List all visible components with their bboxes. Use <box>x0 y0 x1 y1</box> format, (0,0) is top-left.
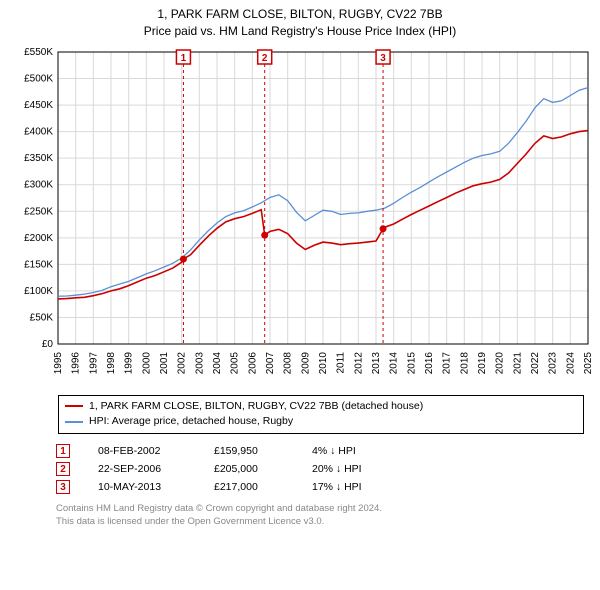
legend-swatch <box>65 405 83 407</box>
svg-text:1996: 1996 <box>71 351 82 374</box>
svg-text:2025: 2025 <box>583 351 592 374</box>
svg-text:2013: 2013 <box>371 351 382 374</box>
attribution-line-1: Contains HM Land Registry data © Crown c… <box>56 502 584 515</box>
table-row: 2 22-SEP-2006 £205,000 20% ↓ HPI <box>56 460 584 478</box>
svg-text:2008: 2008 <box>283 351 294 374</box>
svg-text:2010: 2010 <box>318 351 329 374</box>
svg-text:1998: 1998 <box>106 351 117 374</box>
chart-container: 1, PARK FARM CLOSE, BILTON, RUGBY, CV22 … <box>0 0 600 590</box>
svg-text:2017: 2017 <box>442 351 453 374</box>
chart-area: £0 £50K £100K £150K £200K £250K £300K £350K £400… <box>8 44 592 389</box>
svg-text:£500K: £500K <box>24 73 53 84</box>
transaction-diff: 4% ↓ HPI <box>312 445 392 457</box>
chart-titles: 1, PARK FARM CLOSE, BILTON, RUGBY, CV22 … <box>8 6 592 40</box>
svg-text:2002: 2002 <box>177 351 188 374</box>
transaction-price: £159,950 <box>214 445 284 457</box>
svg-text:2019: 2019 <box>477 351 488 374</box>
svg-text:2014: 2014 <box>389 351 400 374</box>
transaction-marker: 3 <box>56 480 70 494</box>
title-line-1: 1, PARK FARM CLOSE, BILTON, RUGBY, CV22 … <box>8 6 592 23</box>
svg-text:2022: 2022 <box>530 351 541 374</box>
svg-text:2024: 2024 <box>565 351 576 374</box>
transaction-date: 08-FEB-2002 <box>98 445 186 457</box>
transaction-marker: 1 <box>56 444 70 458</box>
transaction-price: £205,000 <box>214 463 284 475</box>
legend-swatch <box>65 421 83 423</box>
svg-text:£400K: £400K <box>24 126 53 137</box>
svg-text:£200K: £200K <box>24 232 53 243</box>
svg-text:2021: 2021 <box>512 351 523 374</box>
transaction-diff: 20% ↓ HPI <box>312 463 392 475</box>
svg-text:1995: 1995 <box>53 351 64 374</box>
svg-text:1997: 1997 <box>88 351 99 374</box>
svg-text:2000: 2000 <box>141 351 152 374</box>
svg-text:2023: 2023 <box>548 351 559 374</box>
svg-text:2009: 2009 <box>300 351 311 374</box>
svg-text:£300K: £300K <box>24 179 53 190</box>
transaction-date: 10-MAY-2013 <box>98 481 186 493</box>
attribution-line-2: This data is licensed under the Open Gov… <box>56 515 584 528</box>
transaction-price: £217,000 <box>214 481 284 493</box>
svg-text:1: 1 <box>181 53 187 64</box>
svg-text:£0: £0 <box>42 339 54 350</box>
svg-text:£100K: £100K <box>24 286 53 297</box>
transaction-diff: 17% ↓ HPI <box>312 481 392 493</box>
svg-text:2007: 2007 <box>265 351 276 374</box>
svg-text:£50K: £50K <box>30 312 54 323</box>
svg-text:£450K: £450K <box>24 100 53 111</box>
svg-text:2012: 2012 <box>353 351 364 374</box>
svg-text:2001: 2001 <box>159 351 170 374</box>
svg-text:3: 3 <box>380 53 386 64</box>
table-row: 3 10-MAY-2013 £217,000 17% ↓ HPI <box>56 478 584 496</box>
legend-item: 1, PARK FARM CLOSE, BILTON, RUGBY, CV22 … <box>65 399 577 415</box>
chart-svg: £0 £50K £100K £150K £200K £250K £300K £350K £400… <box>8 44 592 389</box>
legend-label: 1, PARK FARM CLOSE, BILTON, RUGBY, CV22 … <box>89 399 423 415</box>
svg-text:2016: 2016 <box>424 351 435 374</box>
attribution: Contains HM Land Registry data © Crown c… <box>56 502 584 529</box>
svg-text:2011: 2011 <box>336 351 347 373</box>
svg-text:£550K: £550K <box>24 47 53 58</box>
svg-text:2005: 2005 <box>230 351 241 374</box>
svg-text:2018: 2018 <box>459 351 470 374</box>
svg-text:£150K: £150K <box>24 259 53 270</box>
svg-text:2004: 2004 <box>212 351 223 374</box>
transaction-date: 22-SEP-2006 <box>98 463 186 475</box>
svg-text:2003: 2003 <box>194 351 205 374</box>
legend: 1, PARK FARM CLOSE, BILTON, RUGBY, CV22 … <box>58 395 584 435</box>
title-line-2: Price paid vs. HM Land Registry's House … <box>8 23 592 40</box>
table-row: 1 08-FEB-2002 £159,950 4% ↓ HPI <box>56 442 584 460</box>
legend-label: HPI: Average price, detached house, Rugb… <box>89 414 293 430</box>
svg-text:2006: 2006 <box>247 351 258 374</box>
transaction-marker: 2 <box>56 462 70 476</box>
svg-text:2: 2 <box>262 53 268 64</box>
legend-item: HPI: Average price, detached house, Rugb… <box>65 414 577 430</box>
svg-text:£350K: £350K <box>24 153 53 164</box>
svg-text:2015: 2015 <box>406 351 417 374</box>
svg-text:£250K: £250K <box>24 206 53 217</box>
svg-text:1999: 1999 <box>124 351 135 374</box>
svg-text:2020: 2020 <box>495 351 506 374</box>
transactions-table: 1 08-FEB-2002 £159,950 4% ↓ HPI 2 22-SEP… <box>56 442 584 496</box>
